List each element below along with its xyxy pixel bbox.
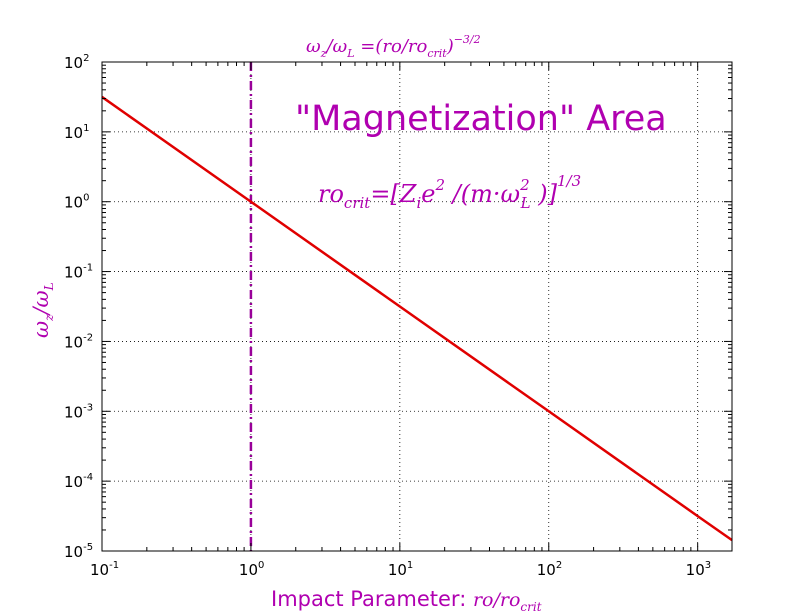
magnetization-area-label: "Magnetization" Area [295,99,667,139]
y-tick-label: 10-1 [64,263,93,282]
x-tick-label: 103 [686,560,711,579]
x-tick-label: 100 [239,560,264,579]
y-tick-label: 10-3 [64,402,93,421]
series-layer [101,62,733,551]
y-axis-label: ωz/ωL [29,282,56,338]
y-axis-ticks: 10-5 10-4 10-3 10-2 10-1 100 101 102 [64,53,732,561]
plot-frame [101,61,733,552]
x-tick-label: 102 [537,560,562,579]
y-tick-label: 10-4 [64,472,93,491]
y-tick-label: 10-5 [64,542,93,561]
x-tick-label: 10-1 [90,560,119,579]
chart-title: ωz/ωL =(ro/rocrit)−3/2 [306,33,481,60]
x-tick-label: 101 [388,560,413,579]
y-tick-label: 101 [64,123,89,142]
x-axis-ticks: 10-1 100 101 102 103 [90,62,711,579]
y-tick-label: 102 [64,53,89,72]
y-tick-label: 10-2 [64,332,93,351]
critical-radius-formula: rocrit=[Zie2 /(m·ω2 L )]1/3 [318,172,581,212]
y-tick-label: 100 [64,193,89,212]
x-axis-label: Impact Parameter: ro/rocrit [271,587,542,612]
frequency-ratio-line [101,95,733,542]
